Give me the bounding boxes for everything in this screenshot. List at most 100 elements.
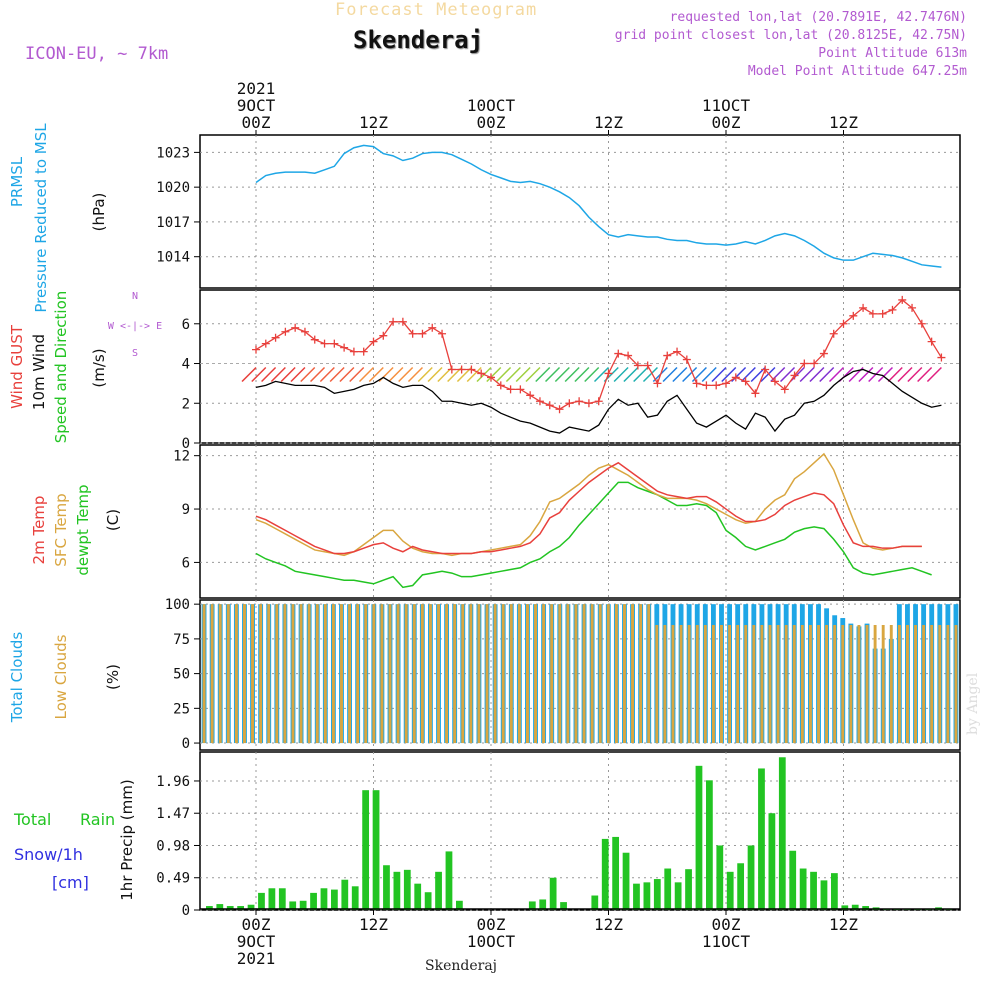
- wind-gust-point: [702, 381, 711, 390]
- wind-direction-arrow: [427, 366, 443, 383]
- low-clouds-bar: [655, 625, 659, 744]
- wind-gust-point: [878, 309, 887, 318]
- wind-direction-arrow: [662, 366, 678, 383]
- low-clouds-bar: [202, 604, 206, 744]
- wind-gust-point: [751, 389, 760, 398]
- low-clouds-bar: [356, 604, 360, 744]
- low-clouds-bar: [711, 625, 715, 744]
- y-tick-label: 1014: [156, 250, 190, 266]
- bottom-time-label: 9OCT: [237, 932, 276, 951]
- low-clouds-bar: [574, 604, 578, 744]
- low-clouds-bar: [477, 604, 481, 744]
- low-clouds-bar: [259, 604, 263, 744]
- low-clouds-bar: [291, 604, 295, 744]
- wind-gust-point: [506, 385, 515, 394]
- wind-gust-point: [428, 323, 437, 332]
- wind-direction-arrow: [877, 366, 893, 383]
- wind-gust-point: [261, 339, 270, 348]
- rain-bar: [685, 869, 692, 910]
- wind-direction-arrow: [593, 366, 610, 383]
- y-tick-label: 100: [165, 597, 190, 613]
- wind-direction-arrow: [398, 366, 414, 383]
- wind-gust-point: [477, 369, 486, 378]
- rain-bar: [591, 895, 599, 910]
- low-clouds-bar: [348, 604, 352, 744]
- low-clouds-bar: [728, 625, 732, 744]
- low-clouds-bar: [792, 625, 796, 744]
- footer-location: Skenderaj: [425, 958, 498, 974]
- wind-direction-arrow: [642, 366, 658, 383]
- wind-direction-arrow: [515, 366, 531, 383]
- wind-direction-arrow: [740, 366, 756, 383]
- low-clouds-bar: [226, 604, 230, 744]
- rain-bar: [674, 882, 682, 910]
- wind-direction-arrow: [809, 366, 825, 383]
- panel-frame-pressure: [199, 134, 961, 289]
- low-clouds-bar: [428, 604, 432, 744]
- wind-gust-point: [673, 347, 682, 356]
- wind-gust-point: [682, 355, 691, 364]
- wind-direction-arrow: [701, 366, 717, 383]
- y-tick-label: 6: [182, 555, 190, 571]
- wind-gust-point: [418, 329, 427, 338]
- rain-bar: [851, 904, 859, 910]
- precip-snow-label: Snow/1h: [14, 845, 83, 864]
- wind-gust-point: [810, 359, 819, 368]
- top-time-label: 00Z: [477, 113, 506, 132]
- rain-bar: [320, 888, 328, 910]
- wind-direction-arrow: [349, 366, 365, 383]
- wind-gust-point: [310, 335, 319, 344]
- y-tick-label: 1.47: [156, 806, 190, 822]
- wind-direction-arrow: [545, 366, 561, 383]
- rain-bar: [299, 900, 307, 910]
- low-clouds-bar: [703, 625, 707, 744]
- wind-direction-arrow: [486, 366, 502, 383]
- low-clouds-bar: [606, 604, 610, 744]
- low-clouds-bar: [340, 604, 343, 744]
- low-clouds-bar: [234, 604, 238, 744]
- wind-gust-point: [457, 365, 466, 374]
- wind-gust-point: [535, 397, 544, 406]
- low-clouds-bar: [647, 604, 651, 744]
- low-clouds-bar: [283, 604, 287, 744]
- wind-direction-arrow: [682, 366, 698, 383]
- low-clouds-bar: [299, 604, 303, 744]
- low-clouds-bar: [558, 604, 562, 744]
- wind-direction-arrow: [388, 366, 404, 383]
- wind-direction-arrow: [251, 366, 267, 383]
- low-clouds-bar: [598, 604, 602, 744]
- bottom-time-label: 12Z: [359, 915, 388, 934]
- bottom-time-label: 11OCT: [702, 932, 751, 951]
- low-clouds-bar: [534, 604, 537, 744]
- y-tick-label: 0: [182, 436, 190, 452]
- wind-gust-point: [271, 333, 280, 342]
- low-clouds-bar: [954, 625, 958, 744]
- wind-gust-point: [496, 381, 505, 390]
- low-clouds-bar: [453, 604, 457, 744]
- precip-rain-label: Rain: [80, 810, 115, 829]
- rain-bar: [331, 889, 338, 910]
- bottom-time-label: 2021: [237, 949, 276, 968]
- rain-bar: [799, 868, 807, 910]
- rain-bar: [310, 892, 317, 910]
- low-clouds-bar: [639, 604, 643, 744]
- rain-bar: [726, 871, 734, 910]
- y-tick-label: 4: [182, 357, 190, 373]
- rain-bar: [539, 899, 547, 910]
- point-altitude: Point Altitude 613m: [818, 46, 967, 61]
- wind-gust-point: [379, 331, 388, 340]
- low-clouds-bar: [784, 625, 788, 744]
- wind-gust-point: [692, 379, 701, 388]
- low-clouds-bar: [517, 604, 521, 744]
- wind-gust-point: [526, 391, 535, 400]
- low-clouds-bar: [323, 604, 327, 744]
- wind-gust-point: [653, 379, 662, 388]
- wind-direction-arrow: [280, 366, 296, 383]
- rain-bar: [445, 851, 453, 910]
- rain-bar: [633, 883, 640, 910]
- chart-title: Forecast Meteogram: [335, 0, 538, 20]
- wind-gust-point: [320, 339, 329, 348]
- bottom-time-label: 00Z: [242, 915, 271, 934]
- bottom-time-label: 00Z: [477, 915, 506, 934]
- low-clouds-bar: [461, 604, 465, 744]
